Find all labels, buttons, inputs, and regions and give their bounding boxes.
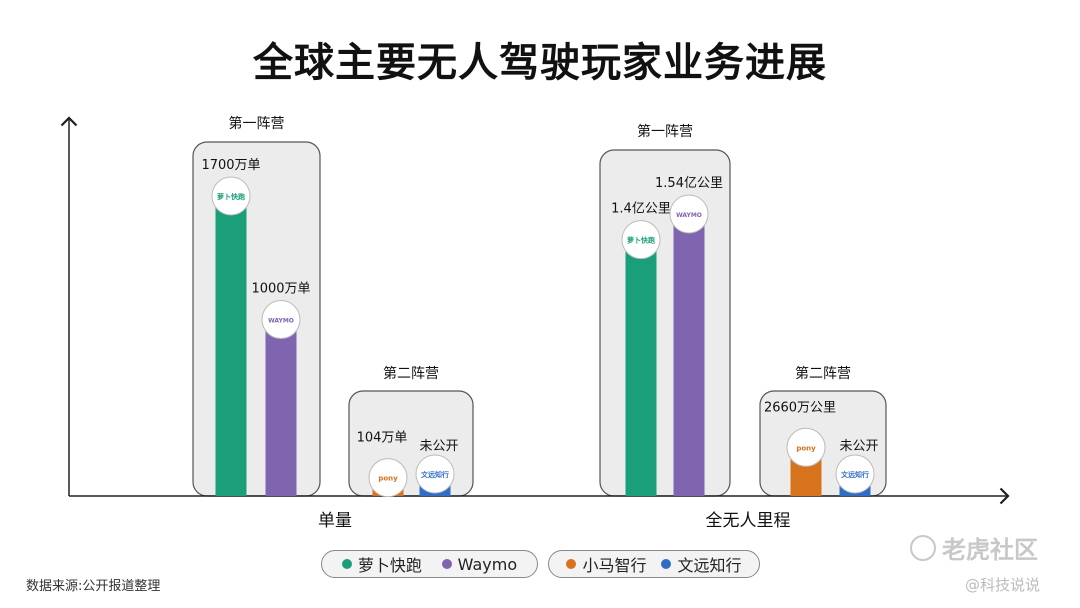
watermark-handle: @科技说说 (965, 576, 1041, 594)
legend-item-weride: 文远知行 (661, 552, 742, 576)
company-logo-text: WAYMO (268, 318, 294, 325)
bar-0-0-0 (215, 196, 247, 496)
company-logo-text: 萝卜快跑 (217, 192, 245, 201)
bar-value-label: 未公开 (419, 439, 458, 454)
bar-value-label: 未公开 (839, 439, 878, 454)
data-source-note: 数据来源:公开报道整理 (26, 579, 161, 594)
x-category-label: 全无人里程 (706, 511, 791, 531)
x-category-label: 单量 (318, 511, 352, 531)
company-logo-text: 文远知行 (841, 470, 869, 479)
legend-label: 文远知行 (677, 556, 742, 575)
company-logo-text: 文远知行 (421, 470, 449, 479)
legend-label: 萝卜快跑 (357, 556, 422, 575)
company-logo-icon (415, 454, 455, 494)
bar-value-label: 2660万公里 (764, 400, 836, 415)
legend-dot-icon (566, 559, 577, 569)
company-logo-text: WAYMO (676, 212, 702, 219)
camp-label: 第二阵营 (795, 365, 851, 382)
company-logo-icon (621, 220, 661, 260)
bar-value-label: 1.54亿公里 (655, 176, 723, 191)
company-logo-icon (368, 458, 408, 498)
bar-1-0-1 (673, 214, 705, 496)
camp-label: 第一阵营 (229, 115, 285, 132)
chart-title: 全球主要无人驾驶玩家业务进展 (253, 40, 827, 86)
bar-value-label: 1700万单 (201, 158, 260, 173)
company-logo-text: pony (796, 444, 816, 452)
company-logo-icon (261, 300, 301, 340)
legend-group-1: 萝卜快跑 Waymo (321, 550, 538, 578)
bars (215, 196, 871, 497)
bar-value-label: 1.4亿公里 (611, 202, 671, 217)
company-logo-text: pony (378, 475, 398, 483)
camp-label: 第一阵营 (637, 123, 693, 140)
company-logo-text: 萝卜快跑 (627, 236, 655, 245)
legend-item-luobo: 萝卜快跑 (341, 552, 422, 576)
bar-0-0-1 (265, 319, 297, 496)
bar-value-label: 104万单 (357, 431, 408, 446)
legend-dot-icon (661, 559, 672, 569)
legend-dot-icon (441, 559, 452, 569)
company-logo-icon (669, 194, 709, 234)
company-logo-icon (786, 427, 826, 467)
legend-item-waymo: Waymo (441, 554, 518, 574)
watermark-logo: 老虎社区 (910, 530, 1038, 565)
watermark-icon (910, 534, 936, 561)
legend-label: 小马智行 (582, 556, 647, 575)
bar-value-label: 1000万单 (251, 282, 310, 297)
legend-group-2: 小马智行 文远知行 (548, 550, 760, 578)
company-logo-icon (211, 176, 251, 216)
legend-label: Waymo (457, 554, 518, 574)
watermark-text: 老虎社区 (942, 536, 1038, 564)
bar-1-0-0 (625, 239, 657, 497)
legend-item-pony: 小马智行 (566, 552, 647, 576)
camp-label: 第二阵营 (383, 365, 439, 382)
company-logo-icon (835, 454, 875, 494)
legend-dot-icon (341, 559, 352, 569)
